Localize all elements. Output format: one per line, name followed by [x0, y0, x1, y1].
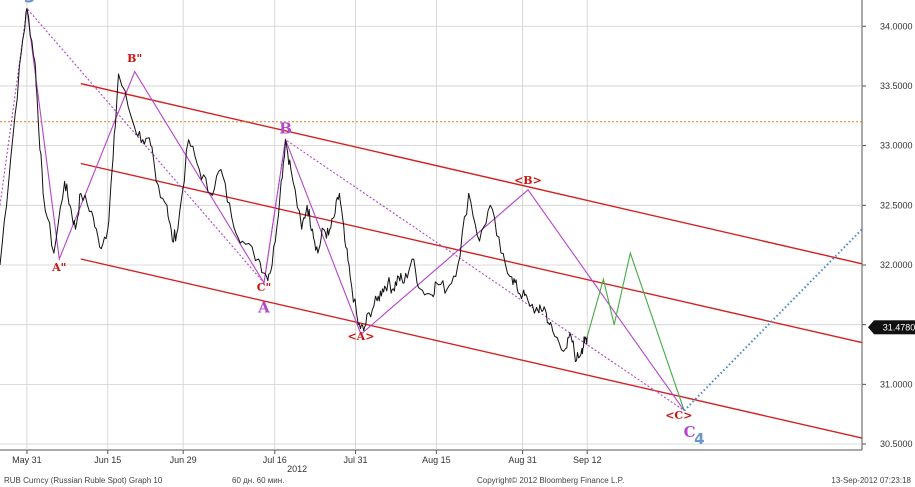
wave-label: A: [257, 299, 270, 317]
wave-label: <B>: [514, 174, 542, 187]
elliott-wave-path: [0, 7, 685, 412]
last-price-box: [874, 320, 915, 335]
x-tick-label: Jun 29: [170, 455, 197, 465]
projection-path: [586, 251, 685, 411]
x-tick-label: Jul 31: [344, 455, 368, 465]
price-line: [0, 7, 588, 363]
x-tick-label: May 31: [12, 455, 42, 465]
price-series: [0, 7, 588, 363]
y-tick-label: 33.0000: [880, 141, 913, 151]
wave-label: B": [127, 52, 142, 65]
y-tick-label: 30.5000: [880, 439, 913, 449]
wave-label: A": [51, 261, 66, 274]
wave-label: <C>: [665, 409, 692, 422]
footer-copyright: Copyright© 2012 Bloomberg Finance L.P.: [477, 476, 624, 485]
trend-channel-line: [80, 162, 863, 344]
x-tick-label: Aug 31: [508, 455, 537, 465]
x-tick-label: Jun 15: [94, 455, 121, 465]
x-tick-label: Aug 15: [422, 455, 451, 465]
wave-labels: 3 B" A" B C" A <A> <B> <C>C4: [24, 0, 704, 448]
y-tick-label: 31.0000: [880, 379, 913, 389]
footer-timestamp: 13-Sep-2012 07:23:18: [831, 476, 911, 485]
trend-channel-line: [80, 82, 863, 265]
x-tick-label: Jul 16: [263, 455, 287, 465]
wave-label: 3: [24, 0, 35, 6]
y-tick-label: 34.0000: [880, 21, 913, 31]
y-tick-label: 32.0000: [880, 260, 913, 270]
y-axis: 34.000033.500033.000032.500032.000031.50…: [862, 21, 915, 449]
y-tick-label: 32.5000: [880, 200, 913, 210]
footer-period: 60 дн. 60 мин.: [232, 476, 284, 485]
wave-label: C": [257, 281, 272, 294]
x-axis: May 31 Jun 15 Jun 29 Jul 16 Jul 31 Aug 15 Aug …: [12, 450, 602, 474]
grid-lines: [0, 0, 863, 451]
wave-label: C: [684, 423, 696, 441]
footer-title: RUB Curncy (Russian Ruble Spot) Graph 10: [4, 476, 163, 485]
chart-overlays: [0, 7, 863, 439]
trend-channel-line: [80, 258, 863, 439]
last-price-pointer: [868, 320, 874, 335]
x-tick-label: Sep 12: [573, 455, 602, 465]
wave-label: 4: [694, 430, 704, 448]
wave-label: <A>: [347, 330, 374, 343]
y-tick-label: 33.5000: [880, 81, 913, 91]
last-price-label: 31.4780: [883, 322, 915, 332]
year-label: 2012: [287, 464, 307, 474]
wave-label: B: [279, 120, 292, 138]
